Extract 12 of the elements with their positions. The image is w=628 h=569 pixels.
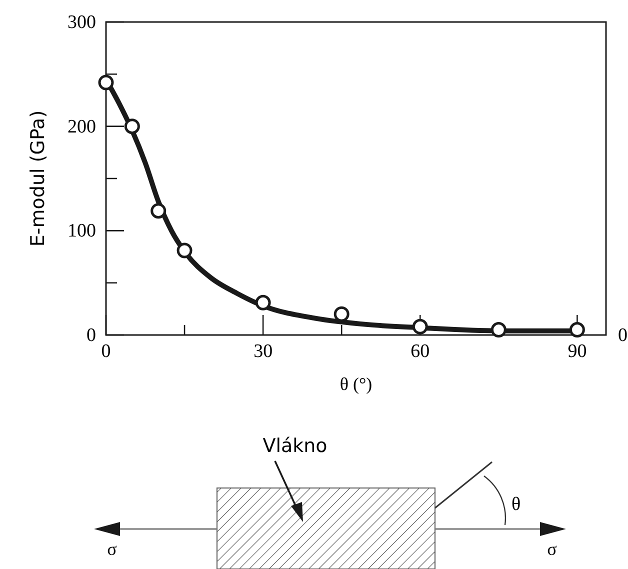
x-tick-label: 60 xyxy=(410,341,430,362)
y-tick-label: 0 xyxy=(86,325,96,346)
y-axis-title: E-modul (GPa) xyxy=(27,110,49,247)
y-tick-label: 100 xyxy=(68,220,96,242)
x-tick-label: 90 xyxy=(568,341,587,362)
x-tick-label: 0 xyxy=(101,341,111,362)
x-tick-label: 30 xyxy=(254,341,273,362)
text: 0 xyxy=(618,325,628,346)
fiber-diagram: Vlákno σ σ θ xyxy=(94,435,566,569)
x-axis-title: θ (°) xyxy=(340,374,372,394)
y-tick-label: 300 xyxy=(68,12,96,33)
y-tick-label: 200 xyxy=(68,116,96,138)
